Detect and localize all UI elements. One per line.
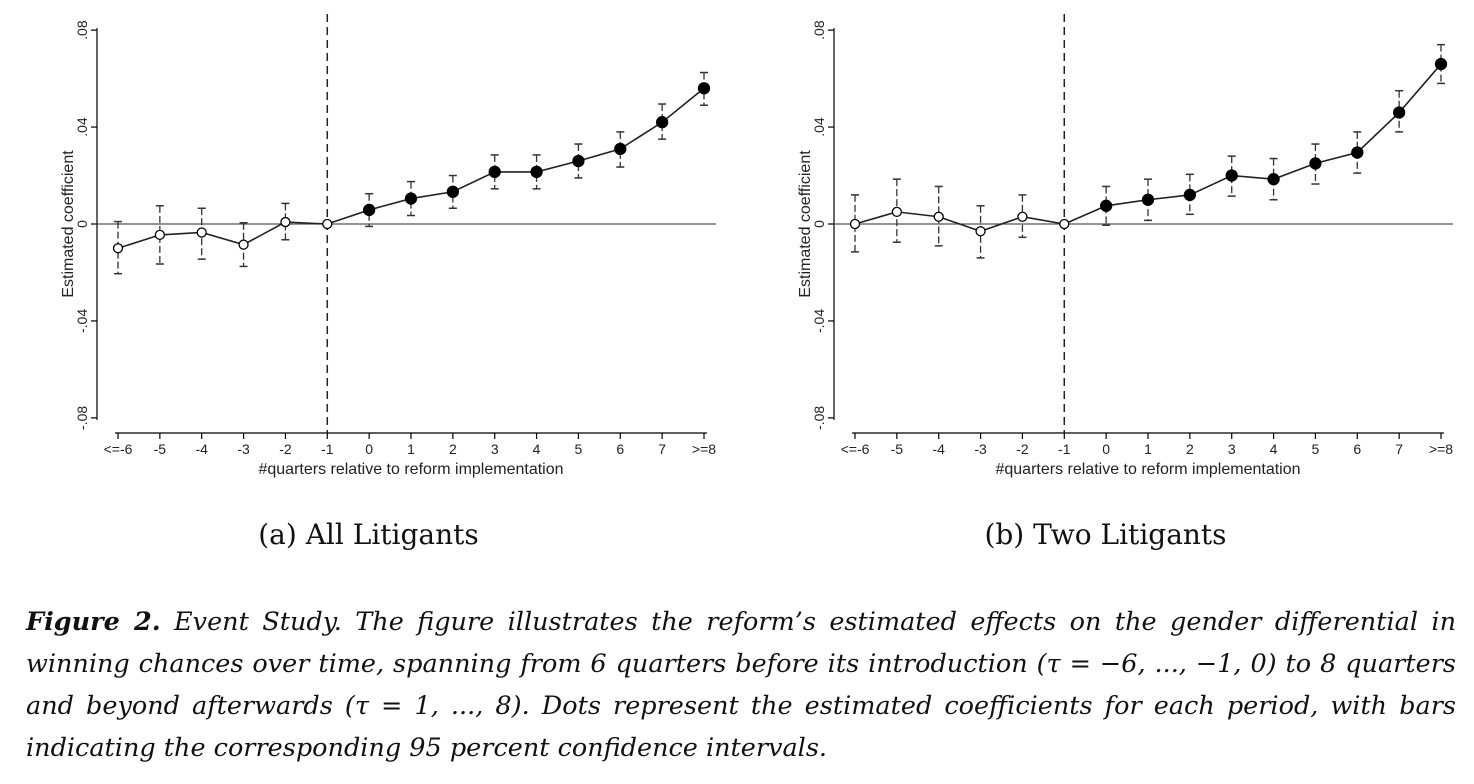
plot-area xyxy=(97,8,716,433)
data-point xyxy=(112,243,124,254)
x-tick-label: -2 xyxy=(1016,441,1029,457)
plot-area xyxy=(834,8,1453,433)
y-axis-label: Estimated coefficient xyxy=(60,150,77,298)
x-tick-label: 6 xyxy=(616,441,624,457)
y-tick-label: 0 xyxy=(811,220,827,228)
x-tick-label: 4 xyxy=(1270,441,1278,457)
x-tick-label: -2 xyxy=(279,441,292,457)
figure-caption: Figure 2. Event Study. The figure illust… xyxy=(26,601,1456,769)
x-tick-label: <=-6 xyxy=(104,441,133,457)
data-point xyxy=(280,216,291,228)
data-point xyxy=(1434,57,1448,71)
y-tick-label: .08 xyxy=(74,20,90,40)
data-point xyxy=(572,154,585,168)
data-point xyxy=(975,226,986,237)
chart-two-litigants: -.08 -.04 0 .04 .08 <=-6 -5 -4 -3 -2 -1 0 1 2 3 4 5 6 7 >=8… xyxy=(797,8,1453,478)
data-point xyxy=(488,165,501,179)
chart-all-litigants: -.08 -.04 0 .04 .08 <=-6 -5 -4 -3 -2 -1 0 1 2 3 4 5 6 7 >=8… xyxy=(60,8,716,478)
data-point xyxy=(1225,169,1238,182)
x-tick-label: 0 xyxy=(365,441,373,457)
data-point xyxy=(530,165,543,179)
x-tick-label: -1 xyxy=(1058,441,1071,457)
x-tick-label: -5 xyxy=(154,441,167,457)
data-point xyxy=(362,203,376,217)
data-point xyxy=(1309,157,1322,170)
panel-caption-a: (a) All Litigants xyxy=(258,518,479,551)
x-tick-label: -3 xyxy=(237,441,250,457)
data-point xyxy=(154,229,166,241)
data-point xyxy=(1099,199,1113,212)
x-axis-label: #quarters relative to reform implementat… xyxy=(258,461,563,478)
data-point xyxy=(891,206,903,218)
x-tick-label: -4 xyxy=(195,441,208,457)
x-tick-label: 3 xyxy=(1228,441,1236,457)
data-point xyxy=(1141,193,1155,206)
y-tick-label: -.08 xyxy=(74,406,90,430)
y-tick-label: -.04 xyxy=(74,309,90,333)
data-point xyxy=(1059,218,1070,230)
y-tick-label: -.08 xyxy=(811,406,827,430)
y-axis-label: Estimated coefficient xyxy=(797,150,814,298)
x-tick-label: 0 xyxy=(1102,441,1110,457)
x-tick-label: 4 xyxy=(533,441,541,457)
y-tick-label: .08 xyxy=(811,20,827,40)
data-point xyxy=(1392,106,1406,119)
data-point xyxy=(849,218,861,230)
panel-a: -.08 -.04 0 .04 .08 <=-6 -5 -4 -3 -2 -1 0 1 2 3 4 5 6 7 >=8… xyxy=(0,0,737,570)
figure-caption-label: Figure 2. xyxy=(26,607,161,637)
data-point xyxy=(1017,211,1028,222)
x-tick-label: 6 xyxy=(1353,441,1361,457)
x-tick-label: 1 xyxy=(407,441,415,457)
data-point xyxy=(196,227,207,238)
x-tick-label: 7 xyxy=(1395,441,1403,457)
x-tick-label: -1 xyxy=(321,441,334,457)
x-tick-label: 2 xyxy=(449,441,457,457)
y-tick-label: -.04 xyxy=(811,309,827,333)
data-point xyxy=(1267,173,1280,186)
data-point xyxy=(238,239,249,250)
panel-b: -.08 -.04 0 .04 .08 <=-6 -5 -4 -3 -2 -1 0 1 2 3 4 5 6 7 >=8… xyxy=(737,0,1474,570)
data-point xyxy=(322,218,333,230)
x-axis-label: #quarters relative to reform implementat… xyxy=(995,461,1300,478)
x-tick-label: 2 xyxy=(1186,441,1194,457)
x-tick-label: -5 xyxy=(891,441,904,457)
panel-caption-b: (b) Two Litigants xyxy=(984,518,1227,551)
figure-caption-text: Event Study. The figure illustrates the … xyxy=(26,607,1456,763)
x-tick-label: 3 xyxy=(491,441,499,457)
data-point xyxy=(1351,146,1364,159)
x-tick-label: >=8 xyxy=(692,441,716,457)
data-point xyxy=(697,82,711,95)
x-tick-label: -3 xyxy=(974,441,987,457)
data-point xyxy=(933,211,944,222)
data-point xyxy=(614,142,627,156)
data-point xyxy=(1183,188,1197,202)
x-tick-label: -4 xyxy=(932,441,945,457)
data-point xyxy=(404,192,418,205)
x-tick-label: >=8 xyxy=(1429,441,1453,457)
x-tick-label: <=-6 xyxy=(841,441,870,457)
y-tick-label: 0 xyxy=(74,220,90,228)
x-tick-label: 7 xyxy=(658,441,666,457)
x-tick-label: 1 xyxy=(1144,441,1152,457)
x-tick-label: 5 xyxy=(1312,441,1320,457)
y-tick-label: .04 xyxy=(74,117,90,137)
y-tick-label: .04 xyxy=(811,117,827,137)
x-tick-label: 5 xyxy=(575,441,583,457)
data-point xyxy=(446,185,460,198)
data-point xyxy=(655,116,669,129)
